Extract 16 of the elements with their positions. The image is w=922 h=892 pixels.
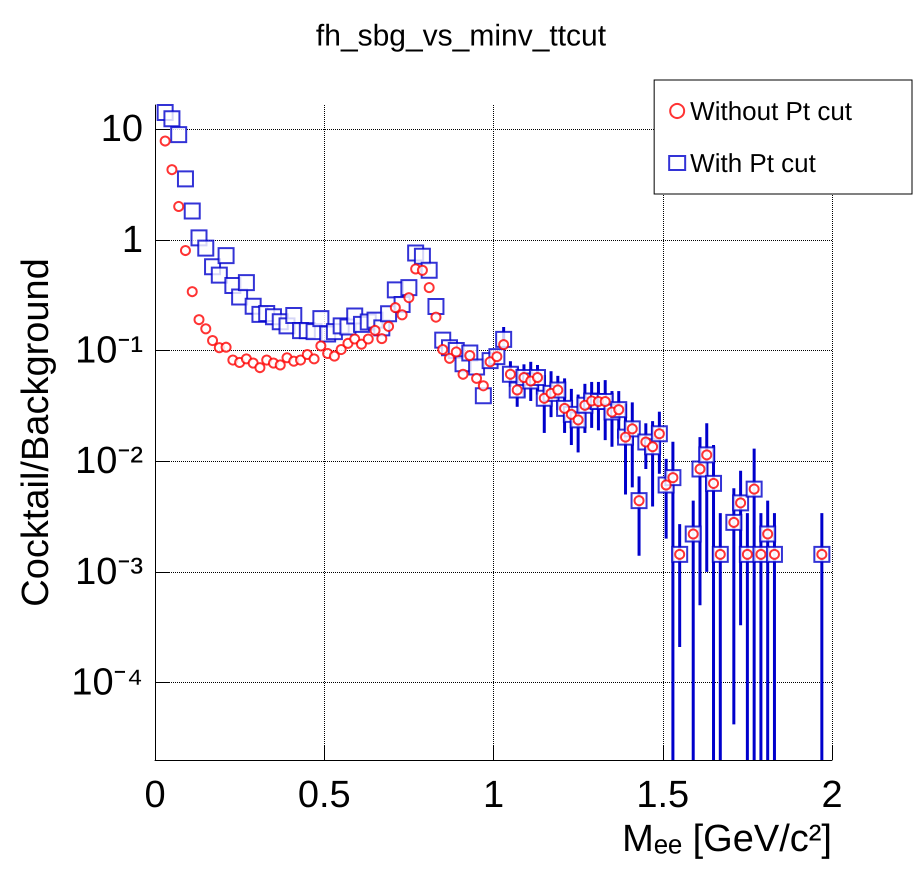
y-axis-title: Cocktail/Background	[15, 258, 57, 607]
x-tick-label: 2	[821, 774, 843, 816]
y-tick-label: 10⁻⁴	[71, 662, 143, 704]
x-tick-label: 1	[482, 774, 504, 816]
y-tick-label: 10⁻³	[75, 550, 143, 593]
x-tick-label: 0	[144, 774, 166, 816]
legend-label: With Pt cut	[690, 148, 817, 178]
x-tick-label: 1.5	[636, 774, 690, 816]
x-axis-title: Mₑₑ [GeV/c²]	[622, 818, 832, 860]
y-tick-label: 10⁻²	[75, 440, 143, 482]
y-tick-label: 10	[100, 108, 143, 150]
legend-label: Without Pt cut	[690, 96, 853, 126]
chart-title: fh_sbg_vs_minv_ttcut	[316, 20, 607, 52]
x-tick-label: 0.5	[298, 774, 351, 816]
y-tick-label: 10⁻¹	[75, 329, 143, 372]
y-tick-label: 1	[122, 218, 143, 261]
